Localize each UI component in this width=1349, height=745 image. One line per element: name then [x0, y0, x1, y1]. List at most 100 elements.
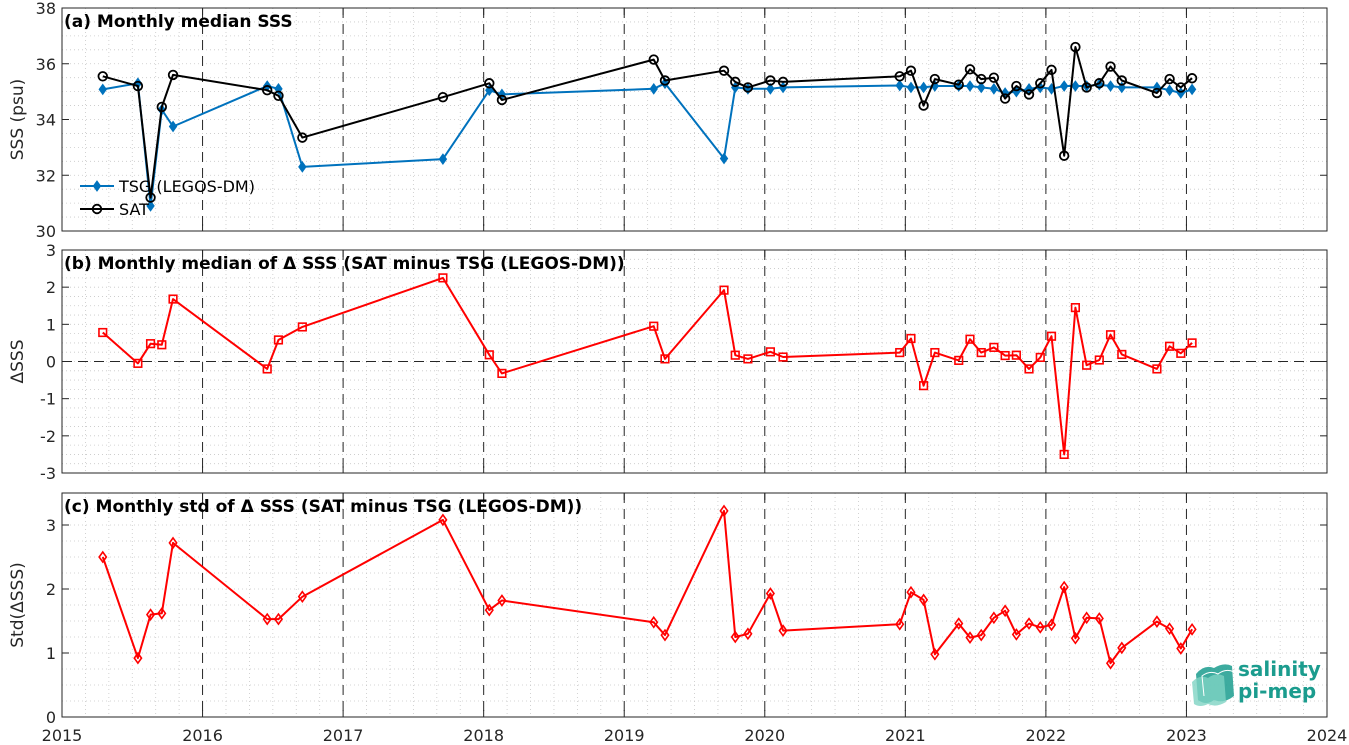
data-point-diamond — [146, 200, 155, 212]
data-point-circle — [659, 75, 671, 86]
data-point-diamond — [1165, 84, 1174, 97]
data-point-circle — [777, 76, 789, 88]
panel-title: (a) Monthly median SSS — [64, 12, 293, 32]
data-point-diamond — [1082, 611, 1092, 625]
data-point-square — [484, 350, 494, 360]
data-point-diamond — [895, 79, 904, 92]
data-point-diamond — [649, 615, 659, 629]
data-point-diamond — [989, 82, 999, 95]
data-point-diamond — [719, 152, 729, 165]
data-point-diamond — [977, 81, 986, 94]
data-point-circle — [1081, 82, 1092, 93]
data-point-circle — [1105, 61, 1116, 72]
data-point-circle — [132, 80, 144, 92]
data-point-diamond — [1071, 80, 1080, 92]
x-tick-label: 2017 — [323, 726, 364, 745]
data-point-diamond — [98, 550, 108, 564]
y-axis-label: ΔSSS — [8, 339, 28, 383]
y-axis-label: SSS (psu) — [8, 79, 28, 160]
data-point-circle — [1035, 78, 1046, 89]
data-point-circle — [964, 64, 976, 75]
data-point-square — [145, 339, 156, 349]
data-point-diamond — [1094, 612, 1104, 625]
data-point-square — [1070, 303, 1081, 313]
data-point-square — [1082, 360, 1092, 370]
data-point-circle — [484, 78, 495, 89]
data-point-square — [976, 347, 986, 358]
panel-title: (c) Monthly std of Δ SSS (SAT minus TSG … — [64, 497, 582, 517]
data-point-diamond — [719, 504, 729, 518]
data-point-circle — [742, 82, 754, 93]
y-tick-label: 1 — [46, 315, 56, 334]
data-point-diamond — [273, 612, 284, 626]
legend-label-sat: SAT — [119, 200, 149, 219]
data-point-square — [1094, 355, 1104, 365]
data-point-square — [765, 347, 775, 357]
data-point-diamond — [660, 628, 670, 642]
data-point-square — [1164, 341, 1175, 351]
data-point-diamond — [906, 81, 916, 94]
data-point-diamond — [1106, 80, 1115, 92]
data-point-square — [1105, 330, 1116, 340]
data-point-diamond — [168, 536, 178, 550]
data-point-circle — [297, 132, 308, 143]
data-point-square — [1187, 338, 1197, 348]
data-point-diamond — [895, 617, 905, 631]
data-point-circle — [894, 71, 905, 82]
data-point-circle — [718, 65, 730, 76]
data-point-diamond — [497, 594, 507, 607]
data-point-diamond — [1059, 80, 1069, 92]
data-point-square — [778, 352, 788, 362]
data-point-diamond — [133, 651, 143, 665]
data-point-circle — [765, 75, 776, 86]
data-point-square — [262, 364, 272, 374]
data-point-square — [649, 321, 659, 331]
data-point-diamond — [954, 617, 964, 630]
x-tick-label: 2020 — [744, 726, 785, 745]
data-point-square — [497, 368, 507, 378]
data-point-square — [438, 273, 448, 283]
y-tick-label: 36 — [36, 55, 56, 74]
data-point-circle — [496, 94, 508, 106]
data-point-square — [1176, 348, 1186, 358]
data-point-circle — [167, 69, 179, 81]
y-tick-label: 3 — [46, 516, 56, 535]
data-point-square — [157, 340, 167, 350]
data-point-diamond — [1187, 622, 1197, 636]
data-point-diamond — [145, 608, 156, 621]
data-point-square — [1035, 352, 1045, 363]
data-point-diamond — [649, 82, 658, 95]
x-tick-label: 2022 — [1026, 726, 1067, 745]
y-tick-label: 34 — [36, 111, 56, 130]
data-point-diamond — [1035, 621, 1045, 634]
data-point-square — [1046, 331, 1057, 341]
data-point-square — [168, 294, 178, 304]
data-point-circle — [1164, 73, 1175, 85]
data-point-circle — [437, 91, 449, 103]
data-point-circle — [648, 54, 659, 65]
data-point-diamond — [1046, 618, 1057, 632]
y-tick-label: 1 — [46, 644, 56, 663]
legend-marker-sat — [91, 203, 103, 215]
data-point-diamond — [1117, 641, 1127, 655]
axes-box — [61, 492, 1328, 718]
wave-logo-icon — [1192, 664, 1235, 706]
data-point-square — [1152, 364, 1162, 374]
x-tick-label: 2021 — [885, 726, 926, 745]
data-point-circle — [1070, 41, 1081, 53]
data-point-diamond — [976, 628, 986, 642]
data-point-diamond — [1011, 628, 1021, 641]
data-point-square — [965, 334, 975, 344]
data-point-circle — [999, 93, 1011, 104]
data-point-diamond — [262, 612, 272, 626]
data-point-diamond — [297, 590, 307, 604]
data-point-square — [919, 381, 929, 391]
data-point-circle — [1094, 78, 1105, 89]
panel-a-monthly-median-sss: 30 32 34 36 38 SSS (psu) (a) Monthly median SS… — [8, 0, 1328, 241]
logo-text-salinity: salinity — [1238, 657, 1321, 681]
data-point-circle — [1011, 80, 1022, 92]
logo-text-pimep: pi-mep — [1238, 679, 1317, 703]
y-tick-label: 0 — [46, 708, 56, 727]
y-axis-label: Std(ΔSSS) — [8, 562, 28, 648]
